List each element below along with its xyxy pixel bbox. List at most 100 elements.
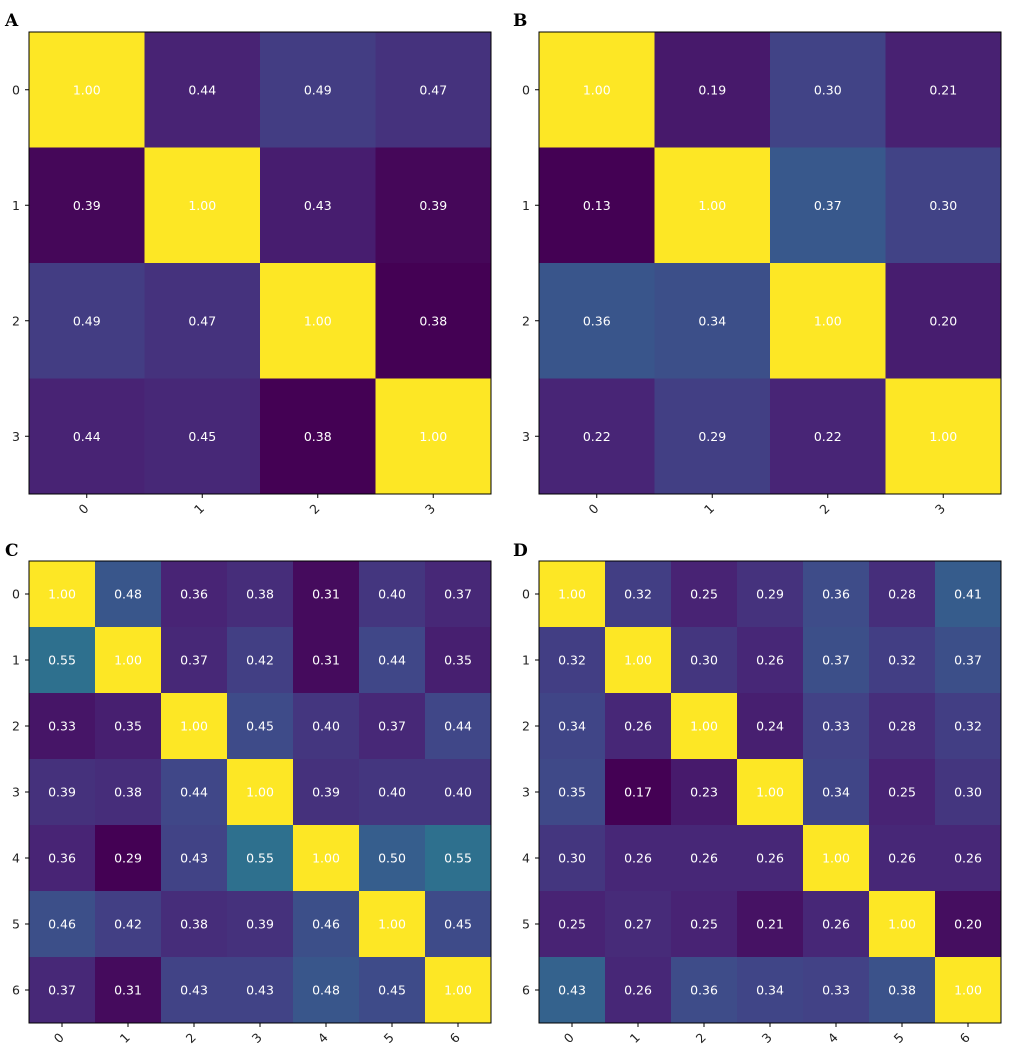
panel-a-cell-label-0-2: 0.49 bbox=[304, 82, 332, 97]
panel-c-cell-2-2 bbox=[161, 693, 228, 760]
panel-c-cell-2-3 bbox=[227, 693, 294, 760]
panel-c-cell-label-1-0: 0.55 bbox=[48, 653, 76, 668]
panel-d-cell-3-0 bbox=[539, 759, 606, 826]
panel-d-cell-label-3-0: 0.35 bbox=[558, 785, 586, 800]
panel-a: A 1.00 0.44 0.49 0.47 0.39 1.00 0.43 0.39 0.49 0.… bbox=[4, 11, 492, 517]
panel-d-cell-6-1 bbox=[605, 957, 672, 1024]
panel-d-cell-3-3 bbox=[737, 759, 804, 826]
panel-b-cell-1-2 bbox=[770, 147, 886, 264]
panel-a-cell-label-3-3: 1.00 bbox=[419, 429, 447, 444]
panel-c-cell-label-1-4: 0.31 bbox=[312, 653, 340, 668]
panel-d-xtick-label-2: 2 bbox=[693, 1030, 709, 1046]
panel-b-frame bbox=[538, 31, 1002, 495]
panel-d-cell-3-2 bbox=[671, 759, 738, 826]
panel-c-cell-3-2 bbox=[161, 759, 228, 826]
panel-a-cell-2-0 bbox=[29, 263, 145, 379]
panel-c-cell-6-5 bbox=[359, 957, 426, 1024]
panel-d-cell-label-5-6: 0.20 bbox=[954, 917, 982, 932]
panel-d-label: D bbox=[513, 541, 528, 561]
panel-c: C 1.00 0.48 0.36 0.38 0.31 0.40 0.37 0.55 1.00 0.… bbox=[5, 541, 492, 1046]
panel-d-cell-3-1 bbox=[605, 759, 672, 826]
panel-d-cell-label-6-5: 0.38 bbox=[888, 983, 916, 998]
panel-d-ytick-label-3: 3 bbox=[522, 785, 530, 800]
panel-c-xtick-label-4: 4 bbox=[315, 1030, 331, 1046]
panel-d-cell-label-0-0: 1.00 bbox=[558, 587, 586, 602]
panel-d-cell-5-5 bbox=[869, 891, 936, 958]
panel-c-cell-label-4-5: 0.50 bbox=[378, 851, 406, 866]
panel-d-cell-label-4-3: 0.26 bbox=[756, 851, 784, 866]
panel-c-ytick-label-4: 4 bbox=[12, 851, 20, 866]
panel-d-cell-label-2-6: 0.32 bbox=[954, 719, 982, 734]
panel-c-cell-1-3 bbox=[227, 627, 294, 694]
panel-c-ytick-label-1: 1 bbox=[12, 653, 20, 668]
panel-d-cell-6-0 bbox=[539, 957, 606, 1024]
panel-d-cell-label-6-1: 0.26 bbox=[624, 983, 652, 998]
panel-b-xtick-label-2: 2 bbox=[816, 501, 832, 517]
panel-d-cell-5-2 bbox=[671, 891, 738, 958]
panel-d-cell-6-5 bbox=[869, 957, 936, 1024]
panel-d-cell-0-2 bbox=[671, 561, 738, 628]
panel-d-cell-3-4 bbox=[803, 759, 870, 826]
panel-c-cell-label-2-6: 0.44 bbox=[444, 719, 472, 734]
panel-d-cell-3-5 bbox=[869, 759, 936, 826]
panel-d-ytick-label-0: 0 bbox=[522, 587, 530, 602]
panel-d-cell-label-3-4: 0.34 bbox=[822, 785, 850, 800]
panel-c-cell-6-6 bbox=[425, 957, 492, 1024]
panel-c-cell-label-2-1: 0.35 bbox=[114, 719, 142, 734]
panel-b-cell-2-2 bbox=[770, 263, 886, 379]
panel-d-cell-5-6 bbox=[935, 891, 1002, 958]
panel-a-cell-label-1-2: 0.43 bbox=[304, 198, 332, 213]
panel-d-cell-label-0-1: 0.32 bbox=[624, 587, 652, 602]
panel-d-cell-6-4 bbox=[803, 957, 870, 1024]
panel-a-ytick-label-3: 3 bbox=[12, 429, 20, 444]
panel-d-cell-2-0 bbox=[539, 693, 606, 760]
panel-d-cell-label-2-3: 0.24 bbox=[756, 719, 784, 734]
panel-b-xtick-label-3: 3 bbox=[932, 501, 948, 517]
panel-c-xtick-label-5: 5 bbox=[381, 1030, 397, 1046]
panel-c-ytick-label-0: 0 bbox=[12, 587, 20, 602]
panel-c-cell-label-6-3: 0.43 bbox=[246, 983, 274, 998]
panel-c-cell-label-4-2: 0.43 bbox=[180, 851, 208, 866]
panel-c-ytick-label-3: 3 bbox=[12, 785, 20, 800]
panel-c-cell-label-5-0: 0.46 bbox=[48, 917, 76, 932]
panel-d-cell-1-1 bbox=[605, 627, 672, 694]
panel-c-cell-label-1-6: 0.35 bbox=[444, 653, 472, 668]
panel-b-cell-label-2-3: 0.20 bbox=[929, 313, 957, 328]
panel-c-ytick-label-5: 5 bbox=[12, 917, 20, 932]
panel-d-cell-3-6 bbox=[935, 759, 1002, 826]
panel-c-cell-0-3 bbox=[227, 561, 294, 628]
panel-d-cell-0-1 bbox=[605, 561, 672, 628]
panel-d-cell-label-1-5: 0.32 bbox=[888, 653, 916, 668]
panel-c-cell-4-4 bbox=[293, 825, 360, 892]
panel-a-cell-0-2 bbox=[260, 32, 376, 148]
panel-d-cell-label-3-5: 0.25 bbox=[888, 785, 916, 800]
panel-d-ytick-label-2: 2 bbox=[522, 719, 530, 734]
panel-d-cell-2-6 bbox=[935, 693, 1002, 760]
panel-a-cell-label-2-2: 1.00 bbox=[304, 313, 332, 328]
panel-c-cell-label-1-1: 1.00 bbox=[114, 653, 142, 668]
panel-c-cell-label-0-0: 1.00 bbox=[48, 587, 76, 602]
panel-d-ytick-label-5: 5 bbox=[522, 917, 530, 932]
panel-c-cell-6-0 bbox=[29, 957, 96, 1024]
panel-b-xtick-label-1: 1 bbox=[701, 501, 717, 517]
panel-d-cell-label-3-6: 0.30 bbox=[954, 785, 982, 800]
panel-b-cell-label-3-2: 0.22 bbox=[814, 429, 842, 444]
panel-c-cell-3-5 bbox=[359, 759, 426, 826]
panel-d-cell-label-0-3: 0.29 bbox=[756, 587, 784, 602]
panel-c-cell-1-2 bbox=[161, 627, 228, 694]
panel-d-cell-label-6-4: 0.33 bbox=[822, 983, 850, 998]
panel-c-cell-4-3 bbox=[227, 825, 294, 892]
panel-a-cell-2-1 bbox=[144, 263, 261, 379]
panel-d-cell-label-3-2: 0.23 bbox=[690, 785, 718, 800]
panel-d-cell-label-5-3: 0.21 bbox=[756, 917, 784, 932]
panel-c-cell-label-6-6: 1.00 bbox=[444, 983, 472, 998]
panel-c-cell-label-3-2: 0.44 bbox=[180, 785, 208, 800]
panel-c-ytick-label-6: 6 bbox=[12, 983, 20, 998]
panel-d-cell-6-6 bbox=[935, 957, 1002, 1024]
panel-c-cell-label-4-1: 0.29 bbox=[114, 851, 142, 866]
panel-c-cell-label-2-5: 0.37 bbox=[378, 719, 406, 734]
panel-c-cell-5-0 bbox=[29, 891, 96, 958]
panel-c-cell-label-0-4: 0.31 bbox=[312, 587, 340, 602]
panel-d-cell-label-2-1: 0.26 bbox=[624, 719, 652, 734]
panel-c-xtick-label-6: 6 bbox=[447, 1030, 463, 1046]
